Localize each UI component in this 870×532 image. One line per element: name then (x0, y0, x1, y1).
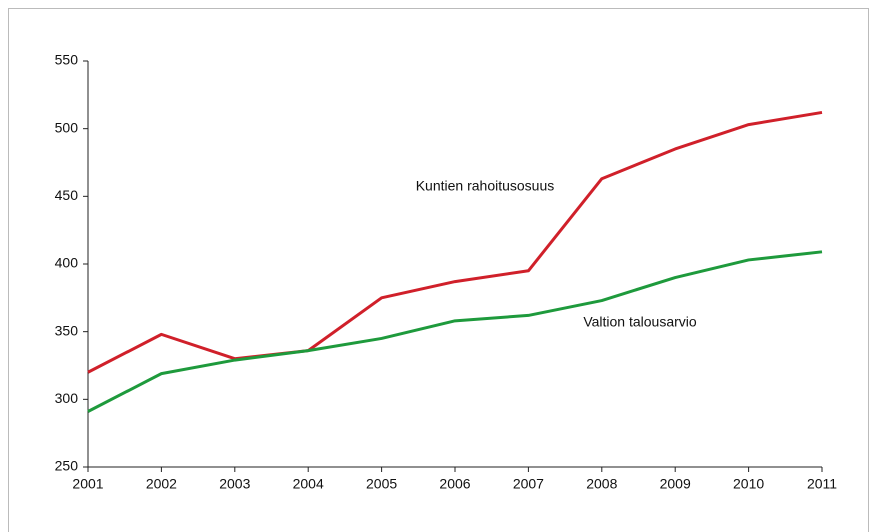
y-tick-label: 250 (55, 458, 79, 474)
y-tick-label: 300 (55, 390, 79, 406)
x-tick-label: 2011 (807, 476, 837, 492)
x-tick-label: 2010 (733, 476, 764, 492)
x-tick-label: 2006 (439, 476, 470, 492)
y-tick-label: 500 (55, 119, 79, 135)
y-tick-label: 400 (55, 255, 79, 271)
x-tick-label: 2003 (219, 476, 250, 492)
series-line (87, 110, 823, 374)
x-tick-label: 2001 (72, 476, 103, 492)
x-tick-label: 2008 (586, 476, 617, 492)
y-tick-label: 550 (55, 52, 79, 68)
x-tick-label: 2005 (366, 476, 397, 492)
x-tick-label: 2007 (513, 476, 544, 492)
frame (8, 8, 869, 532)
y-tick-label: 450 (55, 187, 79, 203)
y-tick-label: 350 (55, 322, 79, 338)
series-label: Valtion talousarvio (583, 314, 697, 330)
x-tick-label: 2004 (293, 476, 324, 492)
series-label: Kuntien rahoitusosuus (416, 178, 555, 194)
series-line (87, 250, 823, 413)
x-tick-label: 2009 (660, 476, 691, 492)
x-tick-label: 2002 (146, 476, 177, 492)
